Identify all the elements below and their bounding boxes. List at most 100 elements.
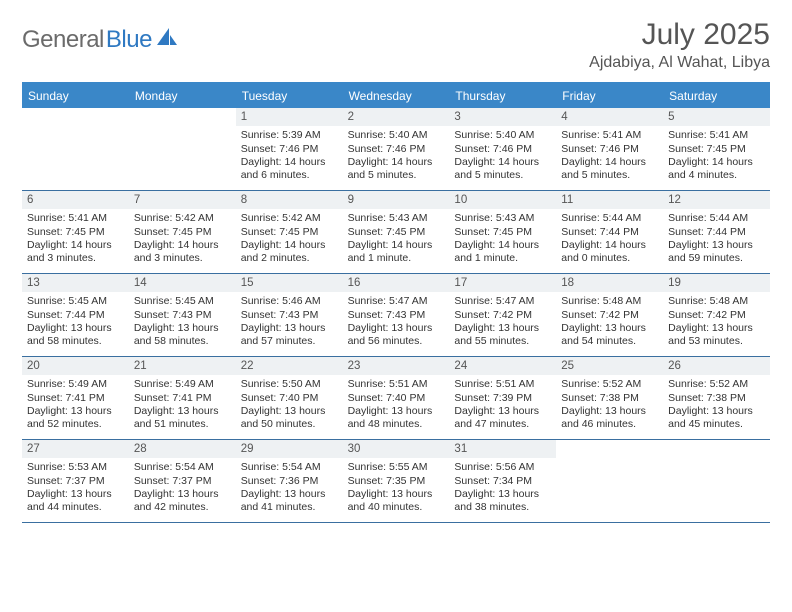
daylight-text-2: and 5 minutes. [561,169,658,182]
day-cell: 10Sunrise: 5:43 AMSunset: 7:45 PMDayligh… [449,191,556,273]
day-number: 2 [343,108,450,126]
daylight-text-1: Daylight: 14 hours [454,239,551,252]
daylight-text-2: and 3 minutes. [27,252,124,265]
sunrise-text: Sunrise: 5:44 AM [668,212,765,225]
sunrise-text: Sunrise: 5:48 AM [668,295,765,308]
sunset-text: Sunset: 7:46 PM [454,143,551,156]
day-number: 18 [556,274,663,292]
day-cell: 22Sunrise: 5:50 AMSunset: 7:40 PMDayligh… [236,357,343,439]
sunset-text: Sunset: 7:41 PM [27,392,124,405]
daylight-text-2: and 2 minutes. [241,252,338,265]
sunset-text: Sunset: 7:42 PM [668,309,765,322]
daylight-text-1: Daylight: 13 hours [241,405,338,418]
sunset-text: Sunset: 7:38 PM [561,392,658,405]
daylight-text-2: and 45 minutes. [668,418,765,431]
logo-word-2: Blue [106,26,152,54]
day-cell: 17Sunrise: 5:47 AMSunset: 7:42 PMDayligh… [449,274,556,356]
sunset-text: Sunset: 7:40 PM [348,392,445,405]
daylight-text-2: and 47 minutes. [454,418,551,431]
logo-sail-icon [156,27,178,47]
daylight-text-1: Daylight: 14 hours [241,239,338,252]
sunset-text: Sunset: 7:43 PM [241,309,338,322]
sunrise-text: Sunrise: 5:42 AM [241,212,338,225]
day-cell: 8 Sunrise: 5:42 AMSunset: 7:45 PMDaylight… [236,191,343,273]
daylight-text-1: Daylight: 14 hours [27,239,124,252]
sunrise-text: Sunrise: 5:47 AM [454,295,551,308]
week-row: 13Sunrise: 5:45 AMSunset: 7:44 PMDayligh… [22,274,770,357]
sunset-text: Sunset: 7:34 PM [454,475,551,488]
week-row: 1Sunrise: 5:39 AMSunset: 7:46 PMDaylight… [22,108,770,191]
sunset-text: Sunset: 7:36 PM [241,475,338,488]
sunrise-text: Sunrise: 5:51 AM [348,378,445,391]
sunrise-text: Sunrise: 5:47 AM [348,295,445,308]
daylight-text-1: Daylight: 13 hours [454,405,551,418]
day-cell: 14Sunrise: 5:45 AMSunset: 7:43 PMDayligh… [129,274,236,356]
logo: GeneralBlue [22,18,178,54]
sunrise-text: Sunrise: 5:48 AM [561,295,658,308]
daylight-text-1: Daylight: 13 hours [134,322,231,335]
daylight-text-1: Daylight: 13 hours [134,488,231,501]
daylight-text-1: Daylight: 13 hours [348,488,445,501]
month-title: July 2025 [589,18,770,52]
daylight-text-1: Daylight: 13 hours [348,405,445,418]
daylight-text-1: Daylight: 14 hours [561,239,658,252]
day-number: 19 [663,274,770,292]
daylight-text-2: and 55 minutes. [454,335,551,348]
daylight-text-2: and 58 minutes. [134,335,231,348]
calendar-body: 1Sunrise: 5:39 AMSunset: 7:46 PMDaylight… [22,108,770,523]
daylight-text-2: and 51 minutes. [134,418,231,431]
day-number: 11 [556,191,663,209]
day-cell [129,108,236,190]
sunrise-text: Sunrise: 5:55 AM [348,461,445,474]
daylight-text-2: and 0 minutes. [561,252,658,265]
sunrise-text: Sunrise: 5:56 AM [454,461,551,474]
day-cell: 20Sunrise: 5:49 AMSunset: 7:41 PMDayligh… [22,357,129,439]
daylight-text-1: Daylight: 14 hours [241,156,338,169]
sunrise-text: Sunrise: 5:42 AM [134,212,231,225]
sunset-text: Sunset: 7:35 PM [348,475,445,488]
week-row: 6Sunrise: 5:41 AMSunset: 7:45 PMDaylight… [22,191,770,274]
daylight-text-2: and 54 minutes. [561,335,658,348]
sunrise-text: Sunrise: 5:44 AM [561,212,658,225]
daylight-text-1: Daylight: 13 hours [27,405,124,418]
daylight-text-2: and 58 minutes. [27,335,124,348]
day-number: 4 [556,108,663,126]
daylight-text-1: Daylight: 13 hours [561,405,658,418]
day-number: 8 [236,191,343,209]
day-number: 29 [236,440,343,458]
sunset-text: Sunset: 7:45 PM [241,226,338,239]
day-cell: 29 Sunrise: 5:54 AMSunset: 7:36 PMDayligh… [236,440,343,522]
day-header-cell: Monday [129,84,236,108]
sunrise-text: Sunrise: 5:49 AM [27,378,124,391]
day-cell: 18Sunrise: 5:48 AMSunset: 7:42 PMDayligh… [556,274,663,356]
sunset-text: Sunset: 7:46 PM [241,143,338,156]
sunrise-text: Sunrise: 5:54 AM [241,461,338,474]
logo-word-1: General [22,26,104,54]
header: GeneralBlue July 2025 Ajdabiya, Al Wahat… [22,18,770,72]
daylight-text-2: and 3 minutes. [134,252,231,265]
sunrise-text: Sunrise: 5:41 AM [668,129,765,142]
daylight-text-1: Daylight: 13 hours [348,322,445,335]
day-cell: 27Sunrise: 5:53 AMSunset: 7:37 PMDayligh… [22,440,129,522]
daylight-text-1: Daylight: 13 hours [241,322,338,335]
sunset-text: Sunset: 7:45 PM [454,226,551,239]
sunrise-text: Sunrise: 5:39 AM [241,129,338,142]
sunset-text: Sunset: 7:42 PM [454,309,551,322]
sunrise-text: Sunrise: 5:46 AM [241,295,338,308]
day-number: 12 [663,191,770,209]
day-cell: 24Sunrise: 5:51 AMSunset: 7:39 PMDayligh… [449,357,556,439]
daylight-text-1: Daylight: 13 hours [27,488,124,501]
day-cell: 26Sunrise: 5:52 AMSunset: 7:38 PMDayligh… [663,357,770,439]
day-cell: 21Sunrise: 5:49 AMSunset: 7:41 PMDayligh… [129,357,236,439]
day-cell [663,440,770,522]
daylight-text-1: Daylight: 13 hours [241,488,338,501]
daylight-text-1: Daylight: 14 hours [561,156,658,169]
daylight-text-2: and 4 minutes. [668,169,765,182]
day-number: 7 [129,191,236,209]
sunset-text: Sunset: 7:41 PM [134,392,231,405]
day-cell: 19Sunrise: 5:48 AMSunset: 7:42 PMDayligh… [663,274,770,356]
daylight-text-1: Daylight: 13 hours [454,322,551,335]
sunrise-text: Sunrise: 5:43 AM [454,212,551,225]
calendar: SundayMondayTuesdayWednesdayThursdayFrid… [22,82,770,523]
day-cell: 7Sunrise: 5:42 AMSunset: 7:45 PMDaylight… [129,191,236,273]
